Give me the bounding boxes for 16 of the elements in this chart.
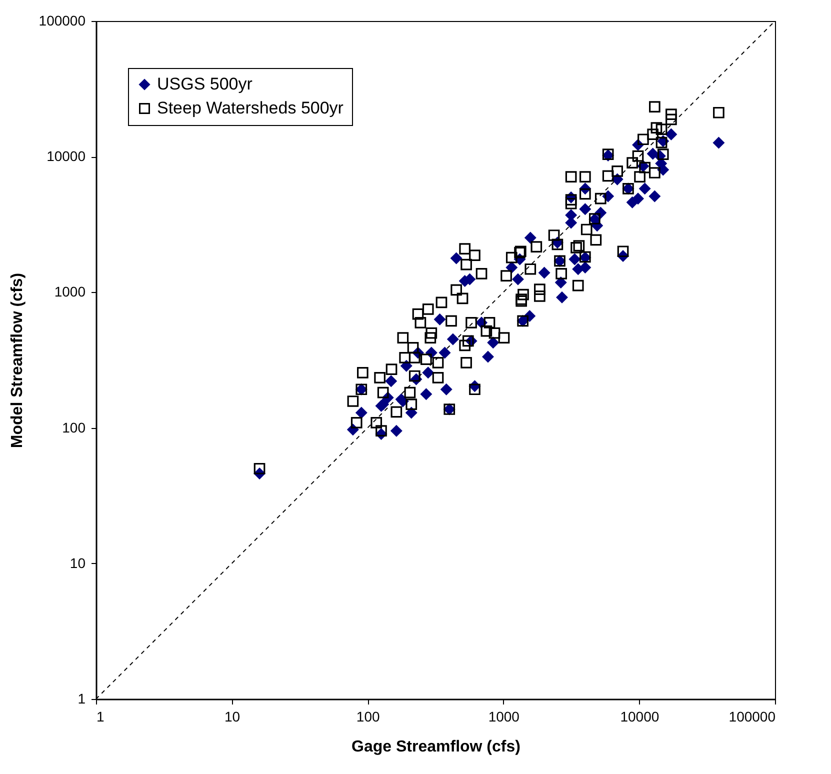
x-axis-title: Gage Streamflow (cfs) [352,738,520,756]
x-tick-label: 1000 [488,708,520,724]
x-tick-label: 10000 [620,708,660,724]
x-tick-label: 100 [356,708,380,724]
y-tick-label: 1000 [54,284,86,300]
y-tick-label: 10000 [46,148,86,164]
legend-label: USGS 500yr [157,74,253,94]
x-tick-label: 10 [224,708,240,724]
y-tick-label: 100 [62,419,86,436]
y-tick-label: 100000 [38,12,86,28]
legend-label: Steep Watersheds 500yr [157,98,344,118]
y-tick-label: 1 [78,690,86,706]
y-axis-title: Model Streamflow (cfs) [8,272,26,448]
y-tick-label: 10 [70,554,86,571]
x-tick-label: 100000 [728,708,776,724]
x-tick-label: 1 [96,708,104,724]
